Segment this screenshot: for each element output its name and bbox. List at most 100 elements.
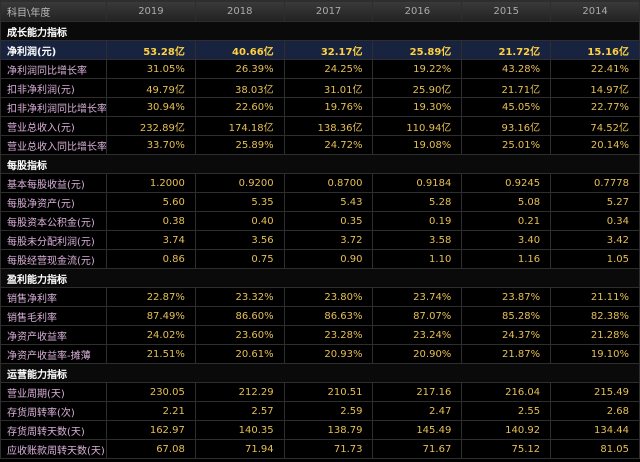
row-label: 销售净利率 bbox=[0, 287, 107, 307]
value-cell: 5.27 bbox=[550, 192, 640, 212]
value-cell: 20.61% bbox=[194, 344, 285, 364]
value-cell: 3.42 bbox=[550, 230, 640, 250]
value-cell: 86.63% bbox=[283, 306, 374, 326]
value-cell: 23.87% bbox=[461, 287, 552, 307]
data-row: 营业周期(天) 230.05 212.29 210.51 217.16 216.04 215… bbox=[0, 382, 640, 402]
value-cell: 0.9245 bbox=[461, 173, 552, 193]
value-cell: 74.52亿 bbox=[550, 116, 640, 136]
value-cell: 0.75 bbox=[194, 249, 285, 269]
value-cell: 21.11% bbox=[550, 287, 640, 307]
value-cell: 21.72亿 bbox=[461, 40, 552, 60]
value-cell: 22.41% bbox=[550, 59, 640, 79]
value-cell: 67.08 bbox=[106, 439, 196, 459]
value-cell: 2.47 bbox=[372, 401, 463, 421]
value-cell: 32.17亿 bbox=[283, 40, 374, 60]
value-cell: 19.76% bbox=[283, 97, 374, 117]
section-row: 运营能力指标 bbox=[0, 363, 640, 383]
value-cell: 21.51% bbox=[106, 344, 196, 364]
value-cell: 21.71亿 bbox=[461, 78, 552, 98]
header-cell: 2015 bbox=[461, 0, 552, 22]
value-cell: 22.87% bbox=[106, 287, 196, 307]
value-cell: 53.28亿 bbox=[106, 40, 196, 60]
value-cell: 3.72 bbox=[283, 230, 374, 250]
data-row: 存货周转率(次) 2.21 2.57 2.59 2.47 2.55 2.68 bbox=[0, 401, 640, 421]
value-cell: 174.18亿 bbox=[194, 116, 285, 136]
value-cell: 82.38% bbox=[550, 306, 640, 326]
value-cell: 216.04 bbox=[461, 382, 552, 402]
value-cell: 0.34 bbox=[550, 211, 640, 231]
row-label: 应收账款周转天数(天) bbox=[0, 439, 107, 459]
value-cell: 138.79 bbox=[283, 420, 374, 440]
header-cell: 2014 bbox=[550, 0, 640, 22]
value-cell: 15.16亿 bbox=[550, 40, 640, 60]
section-title: 成长能力指标 bbox=[0, 21, 640, 41]
value-cell: 162.97 bbox=[106, 420, 196, 440]
value-cell: 0.9200 bbox=[194, 173, 285, 193]
value-cell: 0.40 bbox=[194, 211, 285, 231]
row-label: 基本每股收益(元) bbox=[0, 173, 107, 193]
value-cell: 75.12 bbox=[461, 439, 552, 459]
row-label: 营业总收入(元) bbox=[0, 116, 107, 136]
value-cell: 0.8700 bbox=[283, 173, 374, 193]
value-cell: 0.7778 bbox=[550, 173, 640, 193]
value-cell: 110.94亿 bbox=[372, 116, 463, 136]
value-cell: 3.40 bbox=[461, 230, 552, 250]
value-cell: 31.01亿 bbox=[283, 78, 374, 98]
value-cell: 81.05 bbox=[550, 439, 640, 459]
value-cell: 2.68 bbox=[550, 401, 640, 421]
row-label: 净资产收益率 bbox=[0, 325, 107, 345]
value-cell: 138.36亿 bbox=[283, 116, 374, 136]
row-label: 每股经营现金流(元) bbox=[0, 249, 107, 269]
value-cell: 25.89亿 bbox=[372, 40, 463, 60]
value-cell: 25.01% bbox=[461, 135, 552, 155]
row-label: 每股净资产(元) bbox=[0, 192, 107, 212]
header-row: 科目\年度 2019 2018 2017 2016 2015 2014 bbox=[0, 0, 640, 22]
row-label: 净利润(元) bbox=[0, 40, 107, 60]
data-row: 营业总收入(元) 232.89亿 174.18亿 138.36亿 110.94亿 93.1… bbox=[0, 116, 640, 136]
value-cell: 25.89% bbox=[194, 135, 285, 155]
row-label: 净资产收益率-摊薄 bbox=[0, 344, 107, 364]
value-cell: 140.35 bbox=[194, 420, 285, 440]
value-cell: 3.74 bbox=[106, 230, 196, 250]
header-cell: 2019 bbox=[106, 0, 196, 22]
value-cell: 20.93% bbox=[283, 344, 374, 364]
value-cell: 24.25% bbox=[283, 59, 374, 79]
value-cell: 23.32% bbox=[194, 287, 285, 307]
value-cell: 20.14% bbox=[550, 135, 640, 155]
value-cell: 5.60 bbox=[106, 192, 196, 212]
value-cell: 23.74% bbox=[372, 287, 463, 307]
value-cell: 85.28% bbox=[461, 306, 552, 326]
value-cell: 93.16亿 bbox=[461, 116, 552, 136]
value-cell: 71.94 bbox=[194, 439, 285, 459]
data-row: 每股净资产(元) 5.60 5.35 5.43 5.28 5.08 5.27 bbox=[0, 192, 640, 212]
value-cell: 24.02% bbox=[106, 325, 196, 345]
value-cell: 19.10% bbox=[550, 344, 640, 364]
value-cell: 3.58 bbox=[372, 230, 463, 250]
data-row: 应收账款周转天数(天) 67.08 71.94 71.73 71.67 75.12 81.0… bbox=[0, 439, 640, 459]
value-cell: 0.38 bbox=[106, 211, 196, 231]
value-cell: 33.70% bbox=[106, 135, 196, 155]
value-cell: 26.39% bbox=[194, 59, 285, 79]
value-cell: 2.59 bbox=[283, 401, 374, 421]
value-cell: 1.16 bbox=[461, 249, 552, 269]
section-row: 成长能力指标 bbox=[0, 21, 640, 41]
value-cell: 0.19 bbox=[372, 211, 463, 231]
value-cell: 49.79亿 bbox=[106, 78, 196, 98]
value-cell: 23.60% bbox=[194, 325, 285, 345]
section-row: 盈利能力指标 bbox=[0, 268, 640, 288]
value-cell: 5.43 bbox=[283, 192, 374, 212]
value-cell: 19.08% bbox=[372, 135, 463, 155]
section-row: 每股指标 bbox=[0, 154, 640, 174]
value-cell: 1.05 bbox=[550, 249, 640, 269]
value-cell: 31.05% bbox=[106, 59, 196, 79]
value-cell: 38.03亿 bbox=[194, 78, 285, 98]
value-cell: 87.07% bbox=[372, 306, 463, 326]
value-cell: 1.10 bbox=[372, 249, 463, 269]
data-row: 存货周转天数(天) 162.97 140.35 138.79 145.49 140.92 1… bbox=[0, 420, 640, 440]
value-cell: 19.30% bbox=[372, 97, 463, 117]
data-row: 基本每股收益(元) 1.2000 0.9200 0.8700 0.9184 0.9245 0… bbox=[0, 173, 640, 193]
value-cell: 2.57 bbox=[194, 401, 285, 421]
